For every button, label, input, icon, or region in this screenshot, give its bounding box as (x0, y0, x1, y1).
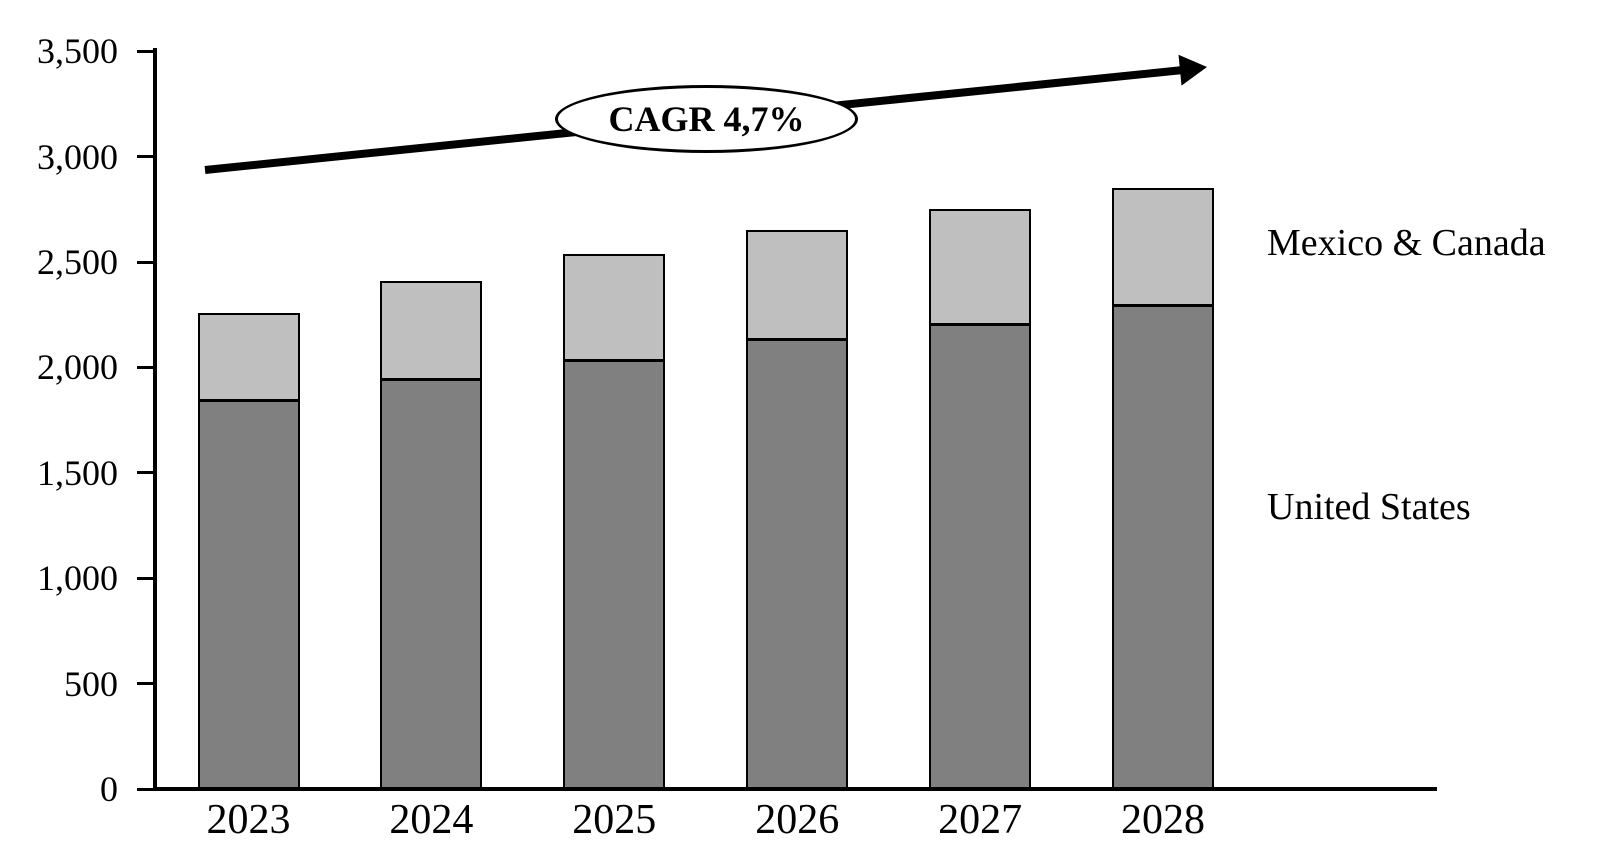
legend-united-states: United States (1267, 486, 1471, 528)
y-axis-tick-label: 1,000 (37, 558, 118, 599)
x-axis-label-2028: 2028 (1121, 797, 1205, 843)
x-axis-label-2027: 2027 (938, 797, 1023, 843)
cagr-ellipse: CAGR 4,7% (555, 85, 858, 153)
bar-segment-united-states-2028 (1112, 304, 1214, 789)
y-axis-tick (137, 260, 155, 264)
y-axis-tick (137, 365, 155, 369)
y-axis-tick-label: 500 (64, 663, 118, 704)
y-axis-tick-label: 3,500 (37, 31, 118, 72)
x-axis-line (153, 787, 1437, 791)
y-axis-tick (137, 155, 155, 159)
y-axis-line (153, 48, 157, 791)
y-axis-tick-label: 1,500 (37, 452, 118, 493)
x-axis-label-2025: 2025 (572, 797, 657, 843)
x-axis-label-2023: 2023 (206, 797, 291, 843)
bar-segment-mexico-canada-2026 (746, 230, 849, 338)
bar-segment-united-states-2027 (929, 323, 1032, 789)
bar-segment-mexico-canada-2023 (197, 312, 300, 399)
y-axis-tick (137, 471, 155, 475)
bar-segment-mexico-canada-2025 (563, 253, 666, 359)
y-axis-tick-label: 3,000 (37, 136, 118, 177)
y-axis-tick (137, 787, 155, 791)
y-axis-tick (137, 682, 155, 686)
bar-segment-mexico-canada-2024 (380, 280, 483, 378)
y-axis-tick-label: 0 (100, 769, 118, 809)
bar-segment-mexico-canada-2027 (929, 209, 1032, 324)
bar-segment-united-states-2026 (746, 337, 849, 789)
bar-segment-united-states-2025 (563, 358, 666, 789)
legend-mexico-canada: Mexico & Canada (1267, 222, 1546, 264)
x-axis-label-2024: 2024 (389, 797, 474, 843)
y-axis-tick (137, 576, 155, 580)
y-axis-tick-label: 2,500 (37, 242, 118, 282)
x-axis-label-2026: 2026 (755, 797, 840, 843)
y-axis-tick (137, 49, 155, 53)
y-axis-tick-label: 2,000 (37, 347, 118, 388)
bar-segment-united-states-2024 (380, 377, 483, 789)
bar-segment-united-states-2023 (197, 399, 300, 789)
bar-segment-mexico-canada-2028 (1112, 188, 1214, 305)
cagr-label: CAGR 4,7% (608, 99, 805, 139)
